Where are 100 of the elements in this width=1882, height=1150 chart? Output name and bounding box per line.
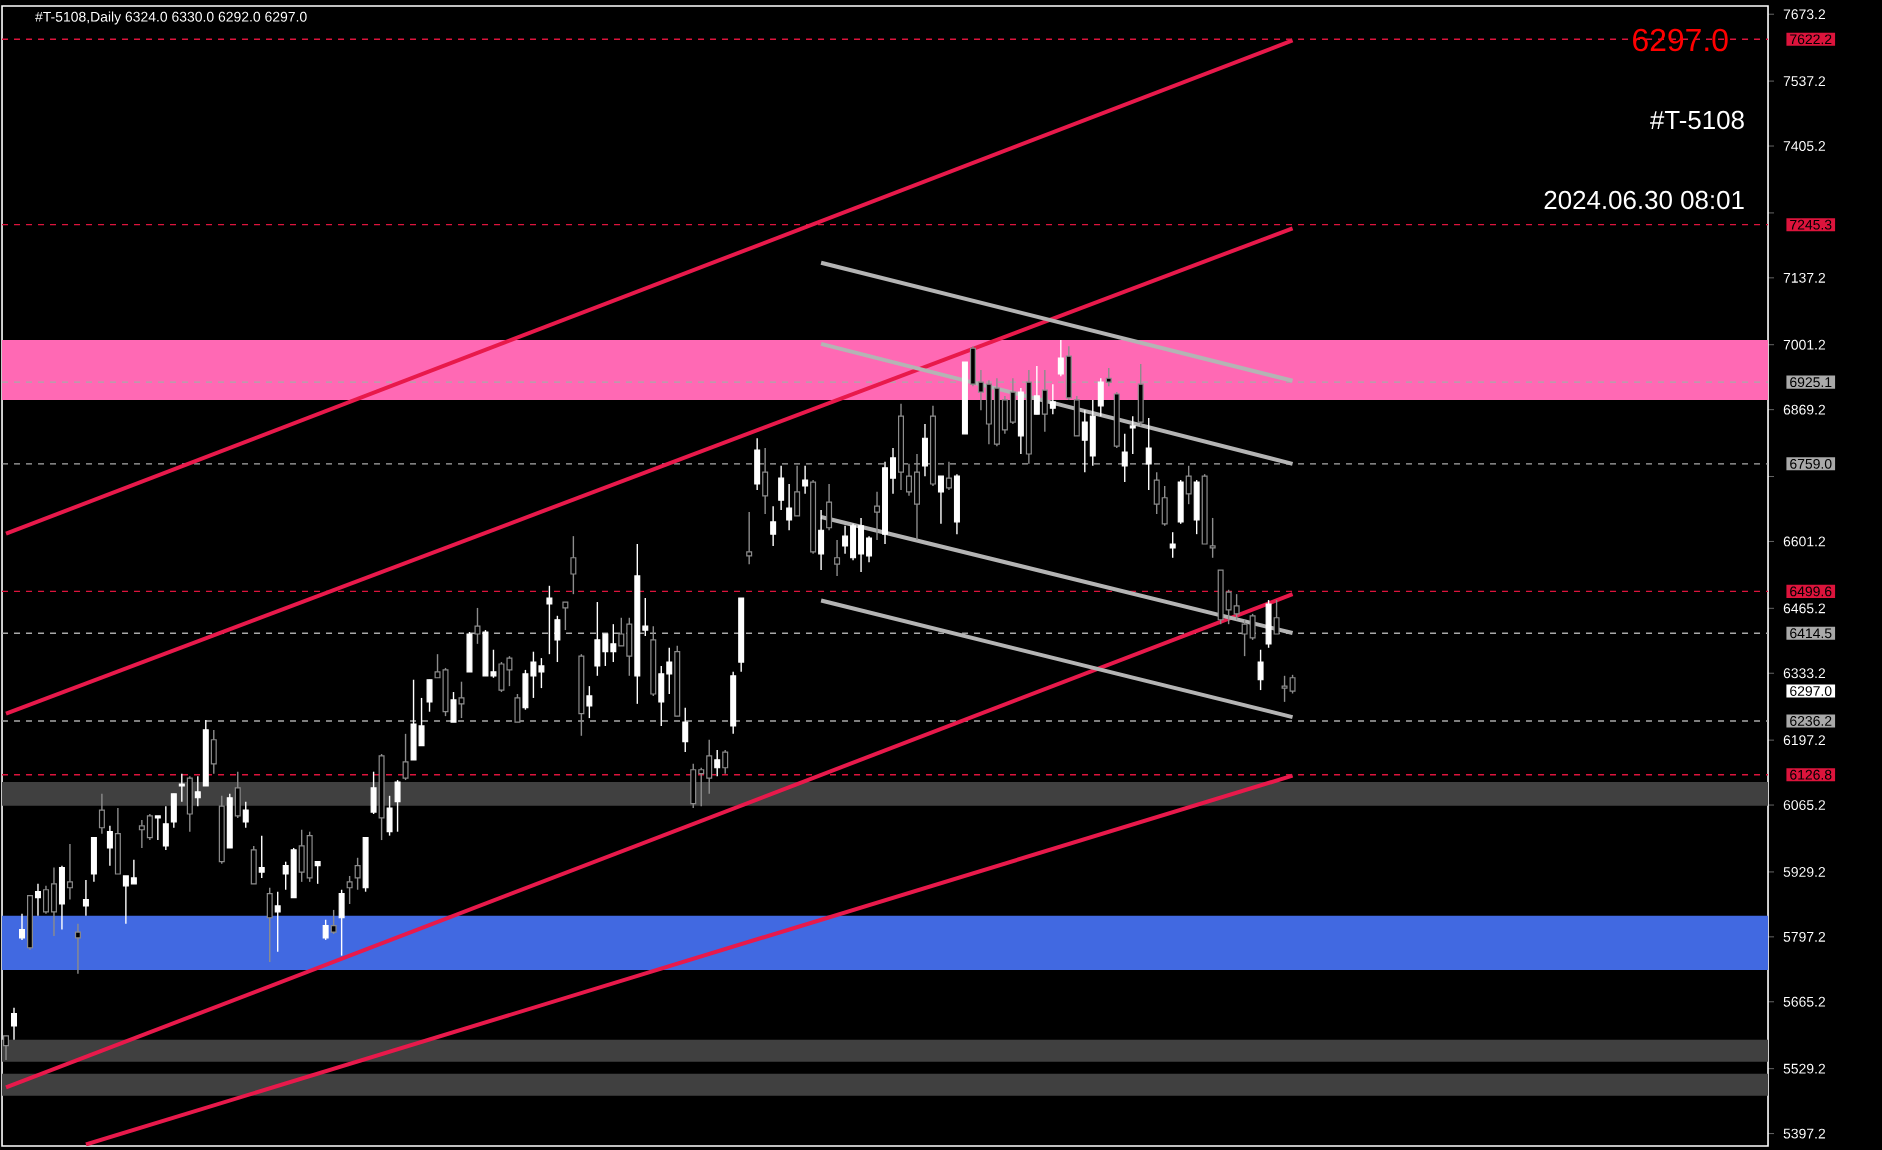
candlestick	[666, 647, 673, 695]
candlestick	[19, 913, 25, 941]
candlestick	[242, 801, 249, 829]
candlestick	[921, 423, 928, 477]
candlestick	[1065, 345, 1072, 401]
candlestick	[1049, 383, 1056, 415]
candlestick	[1281, 675, 1288, 703]
candlestick	[394, 779, 401, 833]
candlestick	[498, 661, 505, 693]
candlestick	[1161, 485, 1168, 527]
candlestick	[514, 693, 521, 723]
candlestick	[562, 601, 569, 631]
candlestick	[818, 509, 825, 571]
candlestick	[66, 843, 73, 901]
candlestick	[178, 772, 185, 803]
candlestick	[106, 825, 113, 867]
candlestick	[250, 845, 257, 885]
candlestick	[130, 859, 137, 885]
candlestick	[570, 535, 577, 595]
candlestick	[90, 836, 97, 883]
candlestick	[442, 667, 449, 717]
candlestick	[34, 883, 41, 917]
candlestick	[1193, 479, 1200, 535]
candlestick	[146, 813, 153, 841]
candlestick	[610, 623, 617, 663]
candlestick	[186, 775, 193, 833]
candlestick	[538, 657, 545, 689]
candlestick	[354, 857, 361, 891]
candlestick	[322, 919, 329, 941]
candlestick	[1249, 613, 1256, 641]
candlestick	[114, 807, 121, 875]
annotation: #T-5108	[1650, 110, 1744, 130]
candlestick	[466, 631, 473, 673]
candlestick	[98, 793, 105, 835]
candlestick	[794, 465, 801, 517]
candlestick	[258, 834, 265, 879]
candlestick	[778, 465, 785, 511]
candlestick	[842, 525, 849, 555]
candlestick	[1185, 465, 1192, 505]
candlestick	[1057, 339, 1064, 377]
candlestick	[722, 749, 729, 775]
candlestick	[194, 775, 201, 807]
candlestick	[386, 795, 393, 837]
candlestick	[1233, 593, 1240, 621]
annotation: 2024.06.30 08:01	[1544, 190, 1744, 210]
candlestick	[706, 739, 713, 795]
candlestick	[11, 1007, 17, 1041]
annotation: 6297.0	[1633, 28, 1728, 52]
candlestick	[826, 483, 833, 531]
candlestick	[858, 517, 865, 573]
candlestick	[690, 763, 697, 809]
candlestick	[1145, 417, 1152, 491]
candlestick	[626, 617, 633, 677]
candlestick	[50, 866, 57, 937]
candlestick	[402, 733, 409, 781]
candlestick	[162, 805, 169, 851]
candlestick	[314, 861, 321, 885]
candlestick	[474, 607, 481, 645]
candlestick	[1009, 377, 1016, 425]
candlestick	[554, 615, 561, 663]
candlestick	[1241, 619, 1248, 657]
candlestick	[170, 793, 177, 829]
candlestick	[506, 655, 513, 687]
candlestick	[754, 437, 761, 491]
candlestick	[658, 665, 665, 727]
candlestick	[1273, 599, 1280, 635]
candlestick	[154, 815, 161, 841]
candlestick	[274, 891, 281, 953]
candlestick	[234, 771, 241, 819]
candlestick	[586, 685, 593, 719]
candlestick	[298, 829, 305, 883]
candlestick	[546, 585, 553, 655]
candlestick	[682, 707, 689, 753]
candlestick	[913, 453, 920, 541]
candlestick	[122, 875, 129, 925]
candlestick	[1129, 415, 1136, 455]
candlestick	[1289, 674, 1296, 695]
candlestick	[786, 483, 793, 531]
candlestick	[1097, 377, 1104, 417]
candlestick	[1073, 395, 1080, 437]
candlestick	[82, 879, 89, 917]
candlestick	[330, 909, 337, 935]
candlestick	[1257, 649, 1264, 691]
candlestick	[969, 345, 976, 387]
candlestick	[834, 539, 841, 577]
candlestick	[42, 885, 49, 915]
candlestick	[850, 523, 857, 561]
candlestick	[1177, 479, 1184, 525]
candlestick	[426, 679, 433, 713]
candlestick	[1169, 531, 1176, 559]
candlestick	[290, 847, 297, 899]
candlestick	[370, 771, 377, 815]
candlestick	[74, 922, 81, 975]
candlestick	[138, 819, 145, 849]
candlestick	[945, 461, 952, 491]
candlestick	[874, 491, 881, 541]
candlestick	[1041, 369, 1048, 433]
candlestick	[762, 447, 769, 515]
candlestick	[338, 889, 345, 957]
candlestick	[1089, 399, 1096, 467]
